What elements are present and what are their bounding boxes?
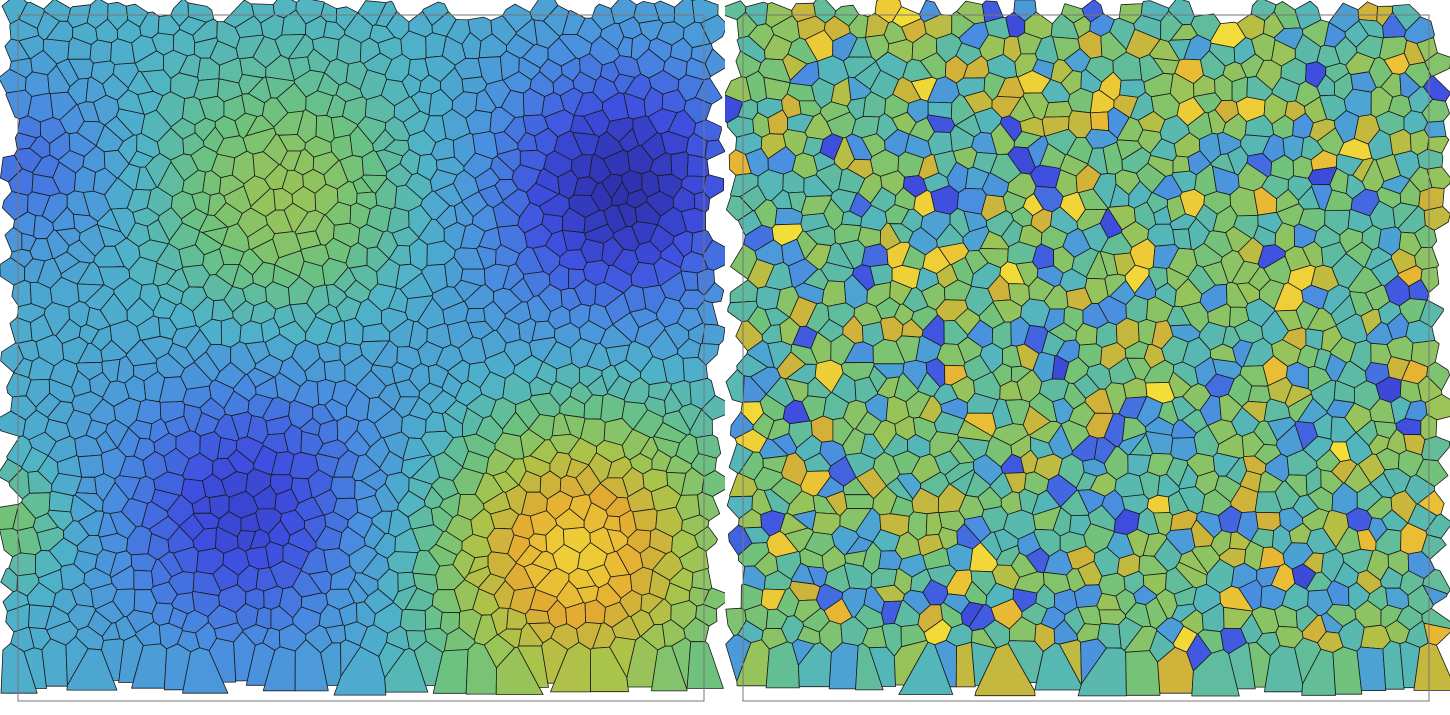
voronoi-cell [704, 48, 725, 77]
voronoi-cell [11, 279, 32, 308]
voronoi-cell [737, 542, 770, 567]
voronoi-cell [701, 323, 725, 346]
voronoi-cell [626, 636, 659, 688]
voronoi-cell [77, 454, 105, 478]
voronoi-cell [6, 372, 32, 398]
voronoi-cell [651, 645, 688, 692]
voronoi-cell [1247, 385, 1271, 404]
voronoi-cell [135, 399, 162, 425]
voronoi-cell [844, 494, 875, 510]
voronoi-cell [133, 569, 154, 591]
voronoi-cell [110, 38, 136, 65]
voronoi-cell [861, 243, 889, 268]
voronoi-cell [323, 359, 346, 384]
voronoi-cell [1357, 1, 1379, 22]
voronoi-cell [465, 307, 486, 324]
voronoi-cell [1392, 4, 1421, 32]
voronoi-cell [725, 369, 745, 404]
plot-frame [17, 14, 705, 702]
voronoi-cell [1090, 111, 1110, 132]
voronoi-cell [24, 71, 50, 97]
voronoi-cell [1172, 155, 1191, 174]
voronoi-cell [632, 508, 658, 532]
voronoi-cell [4, 226, 23, 253]
voronoi-cell [691, 568, 713, 591]
plot-frame [742, 14, 1430, 702]
voronoi-cell [1413, 642, 1450, 691]
right-panel [725, 0, 1450, 715]
voronoi-cell [89, 39, 112, 64]
right-voronoi-plot [725, 0, 1450, 702]
left-panel [0, 0, 725, 702]
voronoi-cell [399, 608, 427, 632]
voronoi-cell [41, 638, 68, 687]
voronoi-cell [524, 608, 551, 625]
voronoi-cell [1421, 435, 1450, 462]
voronoi-cell [1043, 100, 1073, 118]
voronoi-cell [239, 320, 265, 345]
voronoi-cell [1145, 431, 1174, 455]
voronoi-cell [704, 139, 725, 161]
voronoi-cell [9, 317, 33, 344]
voronoi-cell [686, 641, 724, 689]
voronoi-cell [1356, 646, 1387, 691]
left-voronoi-plot [0, 0, 725, 702]
